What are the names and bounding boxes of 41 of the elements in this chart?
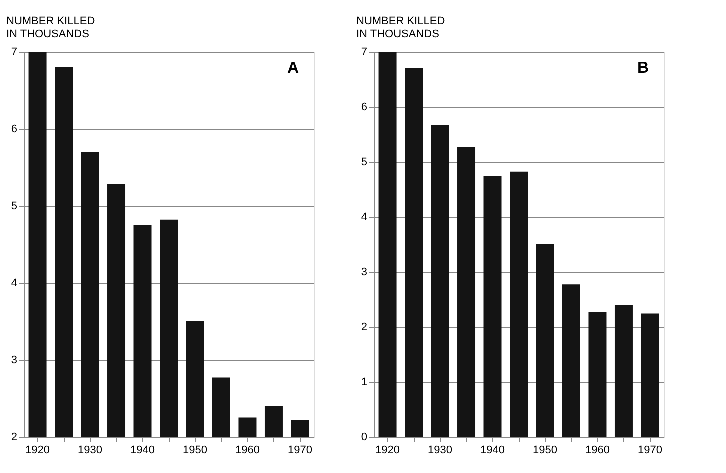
x-tick-label: 1960 xyxy=(235,444,260,456)
bar xyxy=(405,68,424,437)
y-tick-label: 2 xyxy=(361,322,368,334)
y-axis-title: NUMBER KILLED IN THOUSANDS xyxy=(356,16,446,40)
y-tick-label: 4 xyxy=(11,278,18,290)
x-tick-label: 1970 xyxy=(638,444,662,456)
x-tick-label: 1920 xyxy=(376,444,400,456)
y-tick-label: 6 xyxy=(11,124,18,136)
y-axis-title: NUMBER KILLED IN THOUSANDS xyxy=(6,16,96,40)
y-tick-label: 2 xyxy=(11,432,18,444)
y-tick-label: 5 xyxy=(11,200,18,212)
y-tick-label: 7 xyxy=(361,46,368,58)
x-tick-label: 1930 xyxy=(428,444,453,456)
x-tick-label: 1940 xyxy=(130,444,155,456)
annotation: A xyxy=(287,60,300,77)
y-tick-label: 3 xyxy=(11,354,18,366)
bar xyxy=(378,52,397,437)
bar xyxy=(536,244,554,437)
bar xyxy=(431,125,450,437)
x-tick-label: 1930 xyxy=(78,444,103,456)
bar xyxy=(614,305,633,437)
y-tick-label: 6 xyxy=(361,102,368,114)
x-tick-label: 1940 xyxy=(480,444,505,456)
bar xyxy=(588,312,607,437)
x-tick-label: 1950 xyxy=(183,444,208,456)
bar xyxy=(458,147,476,437)
y-tick-label: 3 xyxy=(361,266,368,278)
x-tick-label: 1970 xyxy=(288,444,312,456)
y-tick-label: 5 xyxy=(361,156,368,168)
y-tick-label: 7 xyxy=(11,46,18,58)
bar xyxy=(641,314,660,437)
bar xyxy=(562,284,580,437)
x-tick-label: 1960 xyxy=(585,444,610,456)
y-tick-label: 0 xyxy=(361,432,368,444)
bar xyxy=(510,172,528,437)
x-tick-label: 1920 xyxy=(26,444,50,456)
x-tick-label: 1950 xyxy=(533,444,558,456)
y-tick-label: 1 xyxy=(361,376,368,388)
bar xyxy=(484,176,502,437)
annotation: B xyxy=(637,60,649,77)
y-tick-label: 4 xyxy=(361,212,368,224)
